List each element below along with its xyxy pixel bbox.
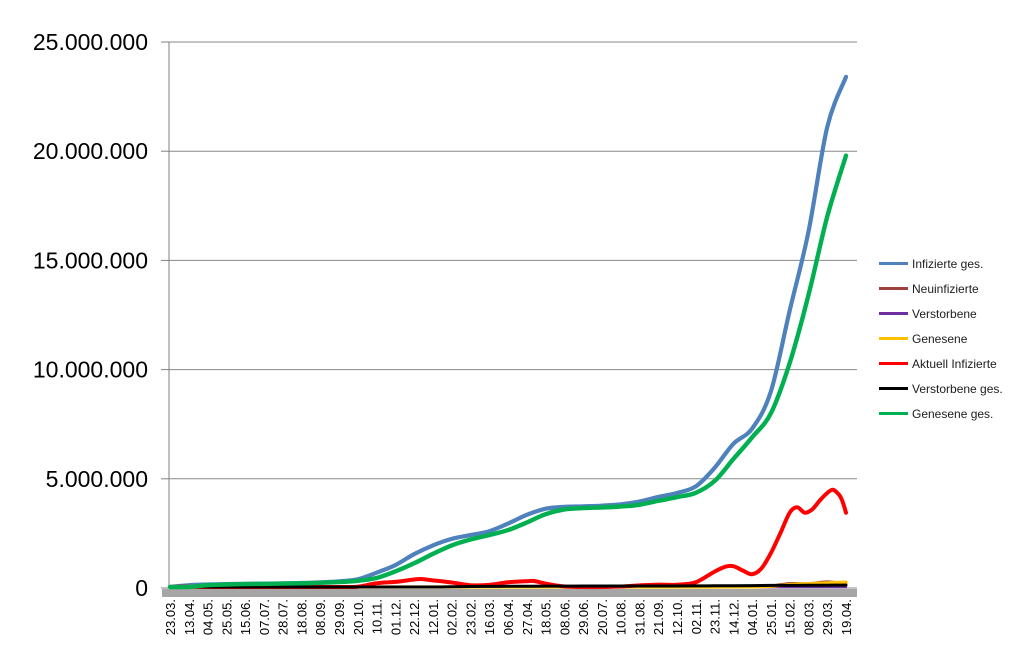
legend-item-label: Infizierte ges.	[912, 256, 984, 271]
x-axis-label: 15.06.	[238, 599, 253, 635]
x-axis-label: 23.03.	[163, 599, 178, 635]
x-axis-label: 23.11.	[708, 599, 723, 634]
x-axis-label: 19.04.	[839, 599, 854, 635]
x-axis-label: 22.12.	[407, 599, 422, 635]
x-axis-label: 10.11.	[370, 599, 385, 634]
x-axis-label: 29.03.	[820, 599, 835, 635]
x-axis-label: 04.01.	[745, 599, 760, 635]
x-axis-label: 23.02.	[463, 599, 478, 635]
x-axis-label: 14.12.	[726, 599, 741, 635]
x-axis-label: 08.03.	[801, 599, 816, 635]
x-axis-label: 12.10.	[670, 599, 685, 635]
x-axis-label: 08.06.	[557, 599, 572, 635]
x-axis-label: 20.07.	[595, 599, 610, 635]
x-axis-label: 02.11.	[689, 599, 704, 634]
legend-item: Verstorbene	[879, 301, 1009, 326]
x-axis-label: 02.02.	[445, 599, 460, 635]
x-axis-label: 16.03.	[482, 599, 497, 635]
x-axis-label: 27.04.	[520, 599, 535, 635]
y-axis-label: 25.000.000	[33, 29, 148, 55]
legend-item-label: Neuinfizierte	[912, 281, 979, 296]
legend-item-label: Verstorbene	[912, 306, 977, 321]
y-axis-label: 10.000.000	[33, 357, 148, 383]
x-axis-label: 20.10.	[351, 599, 366, 635]
x-axis-label: 31.08.	[632, 599, 647, 635]
y-axis-label: 5.000.000	[46, 466, 148, 492]
legend-item-label: Verstorbene ges.	[912, 381, 1003, 396]
legend-line-swatch	[879, 362, 908, 365]
legend-line-swatch	[879, 262, 908, 265]
series-line-aktuell-infizierte	[168, 487, 848, 590]
x-axis-label: 15.02.	[783, 599, 798, 635]
legend-item-label: Genesene ges.	[912, 406, 994, 421]
legend-item: Aktuell Infizierte	[879, 351, 1009, 376]
x-axis-label: 08.09.	[313, 599, 328, 635]
x-axis-label: 10.08.	[614, 599, 629, 635]
x-axis-label: 18.08.	[294, 599, 309, 635]
legend-item: Infizierte ges.	[879, 251, 1009, 276]
x-axis-label: 04.05.	[201, 599, 216, 635]
legend-item: Genesene	[879, 326, 1009, 351]
x-axis-label: 29.06.	[576, 599, 591, 635]
series-line-infizierte-ges	[167, 74, 849, 590]
legend-item-label: Aktuell Infizierte	[912, 356, 997, 371]
x-axis-label: 25.05.	[219, 599, 234, 635]
x-axis-label: 18.05.	[539, 599, 554, 635]
y-axis-label: 15.000.000	[33, 247, 148, 273]
legend-line-swatch	[879, 337, 908, 340]
legend-item: Neuinfizierte	[879, 276, 1009, 301]
x-axis-label: 12.01.	[426, 599, 441, 635]
x-axis-label: 28.07.	[276, 599, 291, 635]
legend-line-swatch	[879, 312, 908, 315]
x-axis-label: 06.04.	[501, 599, 516, 635]
legend-line-swatch	[879, 287, 908, 290]
x-axis-band	[162, 589, 857, 597]
x-axis-label: 13.04.	[182, 599, 197, 635]
x-axis-label: 25.01.	[764, 599, 779, 635]
x-axis-label: 07.07.	[257, 599, 272, 635]
legend-item: Verstorbene ges.	[879, 376, 1009, 401]
series-line-verstorbene-ges	[168, 583, 848, 589]
x-axis-label: 21.09.	[651, 599, 666, 635]
legend-line-swatch	[879, 412, 908, 415]
chart-legend: Infizierte ges. Neuinfizierte Verstorben…	[879, 251, 1009, 426]
series-line-genesene-ges	[167, 153, 849, 590]
y-axis-label: 0	[135, 575, 148, 601]
y-axis-label: 20.000.000	[33, 138, 148, 164]
legend-item: Genesene ges.	[879, 401, 1009, 426]
legend-item-label: Genesene	[912, 331, 968, 346]
legend-line-swatch	[879, 387, 908, 390]
x-axis-label: 01.12.	[388, 599, 403, 635]
x-axis-label: 29.09.	[332, 599, 347, 635]
